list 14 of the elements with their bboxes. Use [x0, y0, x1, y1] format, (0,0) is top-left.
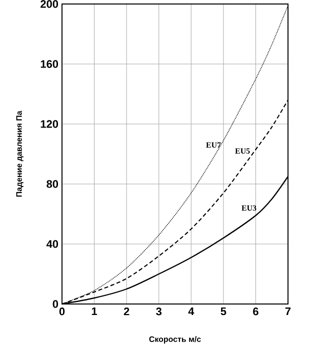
x-tick-label: 5: [220, 308, 226, 316]
x-tick-label: 2: [124, 308, 130, 316]
x-tick-label: 1: [92, 308, 98, 316]
y-tick-label: 120: [40, 120, 58, 128]
x-tick-label: 6: [253, 308, 258, 316]
x-tick-label: 4: [188, 308, 194, 316]
x-tick-label: 3: [156, 308, 162, 316]
y-tick-label: 200: [40, 0, 58, 8]
x-tick-label: 7: [285, 308, 291, 316]
y-tick-label: 80: [46, 180, 58, 188]
x-tick-label: 0: [59, 308, 65, 316]
y-tick-label: 160: [40, 60, 58, 68]
y-tick-label: 40: [46, 240, 58, 248]
y-tick-label: 0: [52, 300, 58, 308]
